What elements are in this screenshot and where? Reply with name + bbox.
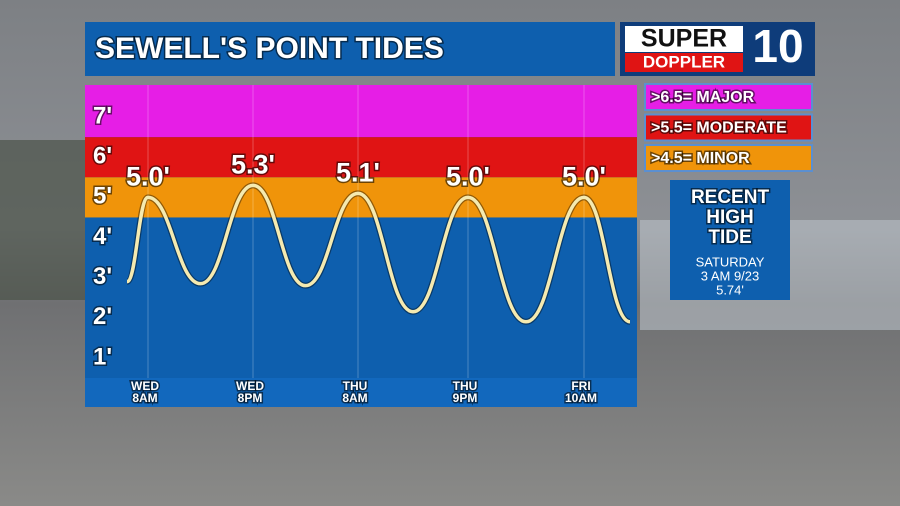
recent-box <box>670 180 790 300</box>
recent-line: 3 AM 9/23 <box>701 268 760 283</box>
data-label: 5.1' <box>336 157 380 187</box>
x-tick-label: 9PM <box>453 391 478 405</box>
y-tick-label: 3' <box>93 263 112 290</box>
data-label: 5.0' <box>562 162 606 192</box>
flood-band <box>85 137 637 178</box>
chart-title: SEWELL'S POINT TIDES <box>95 32 444 65</box>
title-bar <box>85 22 615 76</box>
recent-heading: HIGH <box>706 207 754 228</box>
legend-label: >4.5= MINOR <box>651 150 750 167</box>
legend-label: >6.5= MAJOR <box>651 89 755 106</box>
data-label: 5.3' <box>231 149 275 179</box>
y-tick-label: 1' <box>93 343 112 370</box>
legend-box <box>644 83 813 111</box>
x-tick-label: 8AM <box>132 391 157 405</box>
y-tick-label: 4' <box>93 223 112 250</box>
legend-box <box>644 113 813 142</box>
houses <box>0 140 85 300</box>
flood-band <box>85 85 637 138</box>
logo-number: 10 <box>752 20 803 72</box>
y-tick-label: 6' <box>93 143 112 170</box>
recent-line: 5.74' <box>716 282 744 297</box>
x-tick-label: WED <box>236 379 264 393</box>
data-label: 5.0' <box>126 162 170 192</box>
y-tick-label: 7' <box>93 102 112 129</box>
recent-heading: TIDE <box>708 227 751 248</box>
x-tick-label: 10AM <box>565 391 597 405</box>
tide-line <box>125 183 631 324</box>
x-tick-label: WED <box>131 379 159 393</box>
logo-top-bg <box>625 26 743 52</box>
x-tick-label: THU <box>343 379 368 393</box>
x-tick-label: FRI <box>571 379 590 393</box>
logo-bottom: DOPPLER <box>643 52 725 71</box>
y-tick-label: 5' <box>93 183 112 210</box>
x-tick-label: THU <box>453 379 478 393</box>
x-tick-label: 8AM <box>342 391 367 405</box>
legend-label: >5.5= MODERATE <box>651 120 787 137</box>
recent-heading: RECENT <box>691 187 770 208</box>
data-label: 5.0' <box>446 162 490 192</box>
legend-box <box>644 144 813 172</box>
x-axis-strip <box>85 378 637 407</box>
recent-line: SATURDAY <box>696 254 765 269</box>
y-tick-label: 2' <box>93 303 112 330</box>
logo-top: SUPER <box>641 25 727 53</box>
logo-bottom-bg <box>625 53 743 72</box>
x-tick-label: 8PM <box>238 391 263 405</box>
flood-band <box>85 177 637 218</box>
